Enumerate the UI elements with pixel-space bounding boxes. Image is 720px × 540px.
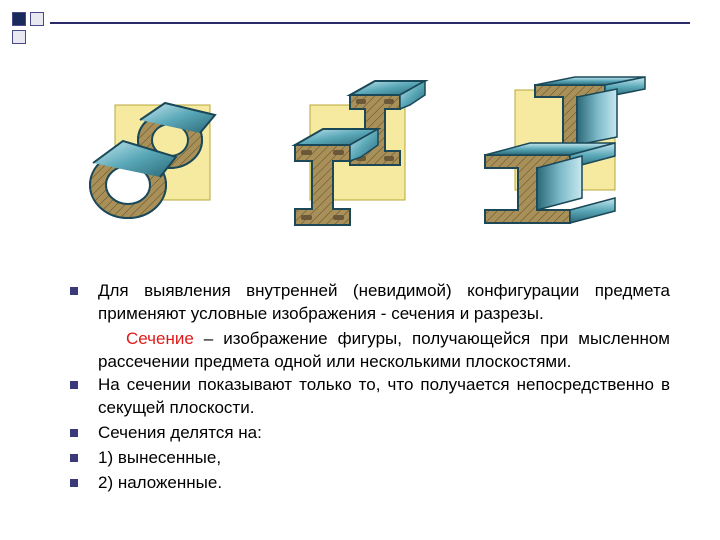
highlight-term: Сечение	[126, 329, 194, 348]
illustration-tube	[70, 70, 250, 250]
paragraph-text: Для выявления внутренней (невидимой) кон…	[98, 281, 670, 323]
bullet-icon	[70, 454, 78, 462]
paragraph-text: Сечения делятся на:	[98, 423, 262, 442]
illustration-ibeam	[470, 70, 650, 250]
list-item: 2) наложенные.	[70, 472, 670, 495]
paragraph-text: На сечении показывают только то, что пол…	[98, 375, 670, 417]
list-item: На сечении показывают только то, что пол…	[70, 374, 670, 420]
bullet-icon	[70, 287, 78, 295]
illustrations-row	[60, 60, 660, 260]
corner-square	[30, 12, 44, 26]
illustration-channel	[270, 70, 450, 250]
bullet-icon	[70, 429, 78, 437]
content-block: Для выявления внутренней (невидимой) кон…	[70, 280, 670, 496]
bullet-icon	[70, 381, 78, 389]
corner-decoration	[12, 12, 44, 44]
paragraph: Сечение – изображение фигуры, получающей…	[70, 328, 670, 374]
paragraph-text: 1) вынесенные,	[98, 448, 221, 467]
paragraph-text: 2) наложенные.	[98, 473, 222, 492]
bullet-icon	[70, 479, 78, 487]
list-item: Для выявления внутренней (невидимой) кон…	[70, 280, 670, 326]
list-item: Сечения делятся на:	[70, 422, 670, 445]
corner-square	[12, 12, 26, 26]
header-line	[50, 22, 690, 24]
list-item: 1) вынесенные,	[70, 447, 670, 470]
corner-square	[12, 30, 26, 44]
